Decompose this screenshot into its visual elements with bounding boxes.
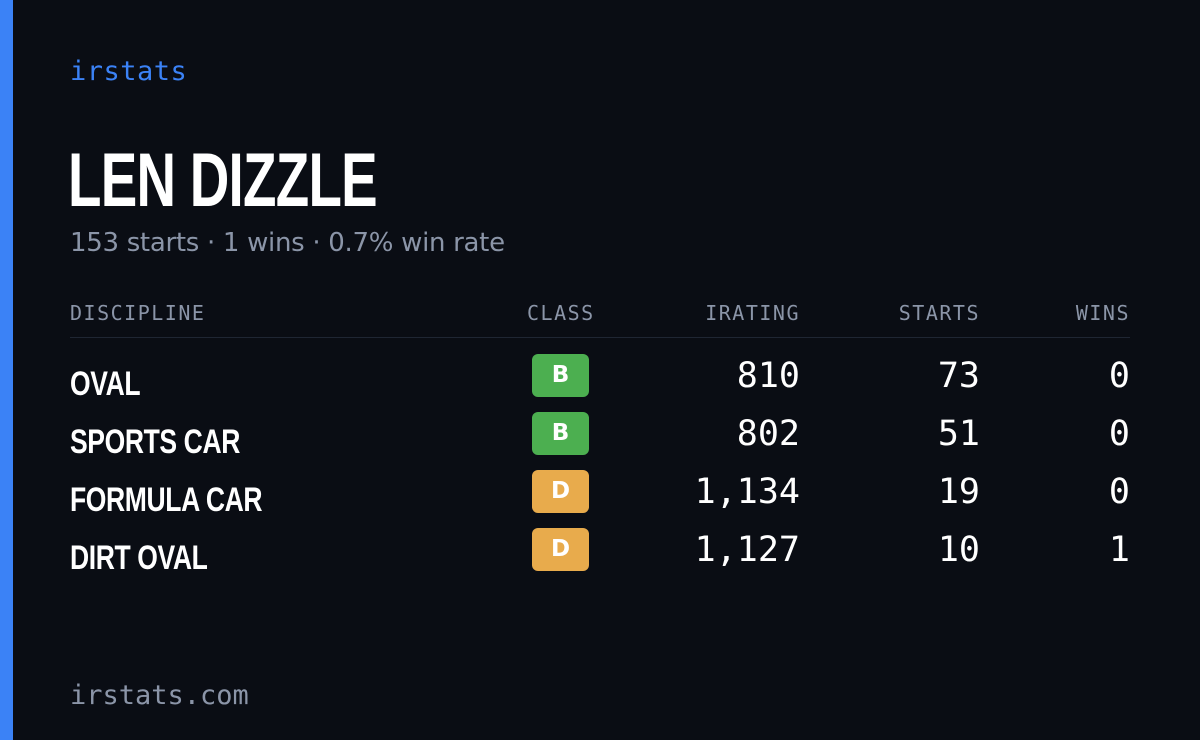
class-badge: D [532,470,589,513]
driver-name: LEN DIZZLE [68,138,378,223]
brand-logo-text: irstats [70,56,188,87]
header-divider [70,337,1130,338]
starts-value: 73 [937,356,980,396]
irating-value: 802 [736,414,800,454]
class-badge: B [532,354,589,397]
column-header-starts: STARTS [898,301,980,325]
footer-site-url: irstats.com [70,680,249,711]
discipline-name: SPORTS CAR [70,423,240,461]
column-header-class: CLASS [527,301,595,325]
wins-value: 1 [1108,530,1130,570]
class-badge: D [532,528,589,571]
table-row: DIRT OVAL D 1,127 10 1 [0,528,1200,586]
driver-summary: 153 starts · 1 wins · 0.7% win rate [70,228,505,258]
irating-value: 810 [736,356,800,396]
wins-value: 0 [1108,472,1130,512]
discipline-name: FORMULA CAR [70,481,263,519]
discipline-name: DIRT OVAL [70,539,208,577]
wins-value: 0 [1108,414,1130,454]
irating-value: 1,134 [694,472,800,512]
column-header-irating: IRATING [705,301,800,325]
table-row: OVAL B 810 73 0 [0,354,1200,412]
accent-bar [0,0,13,740]
wins-value: 0 [1108,356,1130,396]
starts-value: 10 [937,530,980,570]
column-header-discipline: DISCIPLINE [70,301,206,325]
irating-value: 1,127 [694,530,800,570]
starts-value: 19 [937,472,980,512]
starts-value: 51 [937,414,980,454]
column-header-wins: WINS [1075,301,1130,325]
discipline-name: OVAL [70,365,141,403]
class-badge: B [532,412,589,455]
table-row: SPORTS CAR B 802 51 0 [0,412,1200,470]
table-row: FORMULA CAR D 1,134 19 0 [0,470,1200,528]
